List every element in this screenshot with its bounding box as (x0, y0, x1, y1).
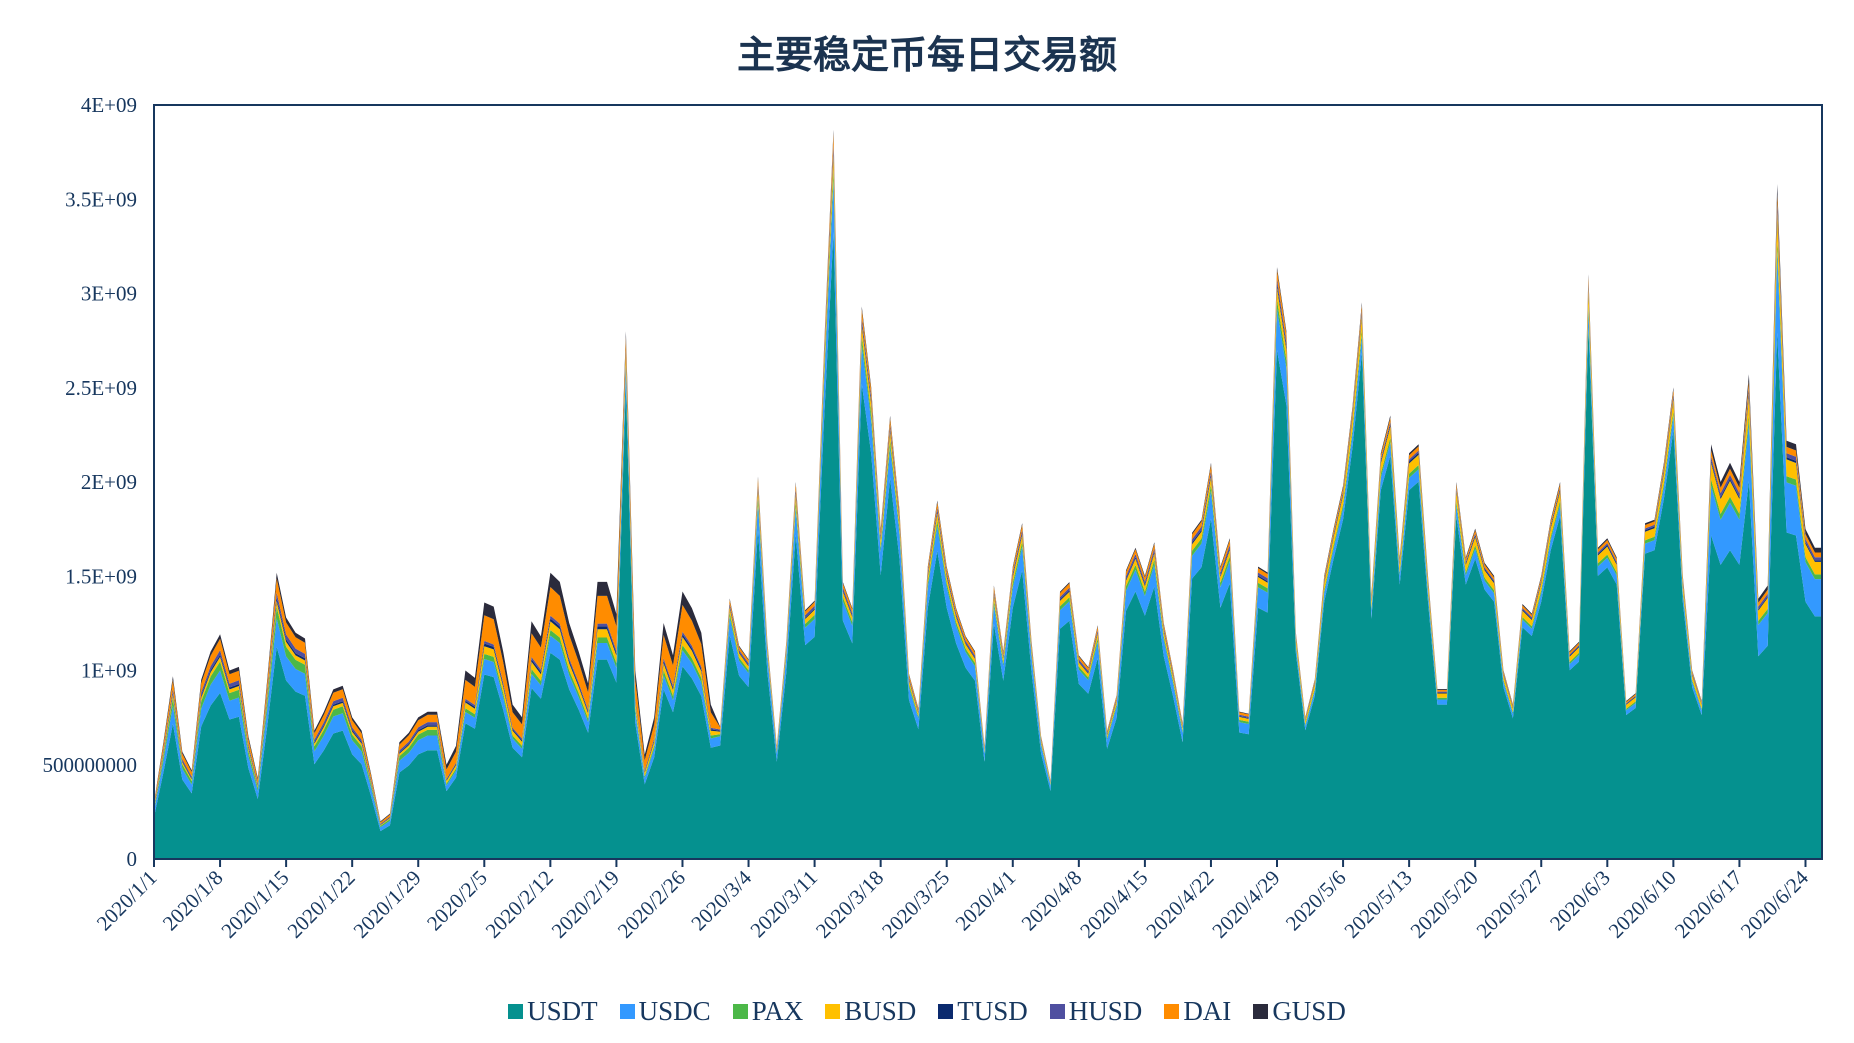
area-usdc (154, 180, 1822, 832)
y-tick-label: 2E+09 (81, 470, 137, 494)
x-tick-label: 2020/1/22 (283, 866, 360, 943)
x-tick-label: 2020/4/1 (951, 866, 1021, 936)
legend-item-busd: BUSD (825, 996, 916, 1027)
x-tick-label: 2020/1/15 (216, 866, 293, 943)
legend-item-pax: PAX (732, 996, 804, 1027)
y-axis: 0 500000000 1E+09 1.5E+09 2E+09 2.5E+09 3E+09 3… (43, 93, 138, 871)
x-tick-label: 2020/1/1 (92, 866, 162, 936)
legend-item-tusd: TUSD (938, 996, 1028, 1027)
legend-label: HUSD (1068, 996, 1143, 1026)
legend-item-husd: HUSD (1049, 996, 1143, 1027)
x-tick-label: 2020/6/24 (1736, 865, 1814, 943)
x-tick-label: 2020/2/12 (481, 866, 558, 943)
area-series-group (154, 129, 1822, 859)
legend-item-gusd: GUSD (1253, 996, 1346, 1027)
x-tick-label: 2020/3/25 (877, 866, 954, 943)
legend-swatch (825, 1004, 841, 1019)
legend-item-usdc: USDC (619, 996, 711, 1027)
chart-title: 主要稳定币每日交易额 (736, 32, 1117, 77)
y-tick-label: 3.5E+09 (65, 187, 137, 211)
area-usdt (154, 231, 1822, 859)
x-tick-label: 2020/6/10 (1604, 866, 1681, 943)
x-tick-label: 2020/4/29 (1207, 866, 1284, 943)
x-tick-label: 2020/5/20 (1406, 866, 1483, 943)
legend-label: TUSD (957, 996, 1028, 1026)
x-tick-label: 2020/4/15 (1075, 866, 1152, 943)
x-tick-label: 2020/5/27 (1472, 866, 1549, 943)
x-tick-label: 2020/3/18 (811, 866, 888, 943)
legend: USDT USDC PAX BUSD TUSD HUSD DAI GUSD (0, 996, 1854, 1027)
legend-swatch (732, 1004, 748, 1019)
legend-swatch (619, 1004, 635, 1019)
legend-label: PAX (751, 996, 804, 1026)
plot-frame (153, 104, 1823, 860)
x-tick-label: 2020/5/13 (1339, 866, 1416, 943)
x-axis: 2020/1/12020/1/82020/1/152020/1/222020/1… (92, 859, 1814, 943)
legend-swatch (1049, 1004, 1065, 1019)
legend-swatch (508, 1004, 524, 1019)
legend-label: GUSD (1272, 996, 1346, 1026)
y-tick-label: 3E+09 (81, 282, 137, 306)
y-tick-label: 1E+09 (81, 659, 137, 683)
legend-label: USDT (527, 996, 598, 1026)
legend-item-usdt: USDT (508, 996, 598, 1027)
y-tick-label: 1.5E+09 (65, 564, 137, 588)
legend-label: DAI (1183, 996, 1232, 1026)
legend-label: USDC (638, 996, 711, 1026)
legend-label: BUSD (844, 996, 917, 1026)
x-tick-label: 2020/6/17 (1670, 866, 1747, 943)
area-pax (154, 169, 1822, 828)
x-tick-label: 2020/4/22 (1141, 866, 1218, 943)
y-tick-label: 2.5E+09 (65, 376, 137, 400)
y-tick-label: 0 (127, 847, 138, 871)
x-tick-label: 2020/1/29 (349, 866, 426, 943)
legend-swatch (1164, 1004, 1180, 1019)
legend-item-dai: DAI (1164, 996, 1231, 1027)
x-tick-label: 2020/2/19 (547, 866, 624, 943)
legend-swatch (1253, 1004, 1269, 1019)
x-tick-label: 2020/3/11 (745, 866, 822, 943)
y-tick-label: 500000000 (43, 753, 138, 777)
legend-swatch (938, 1004, 954, 1019)
y-tick-label: 4E+09 (81, 93, 137, 117)
area-dai (154, 133, 1822, 824)
x-tick-label: 2020/2/26 (613, 866, 690, 943)
